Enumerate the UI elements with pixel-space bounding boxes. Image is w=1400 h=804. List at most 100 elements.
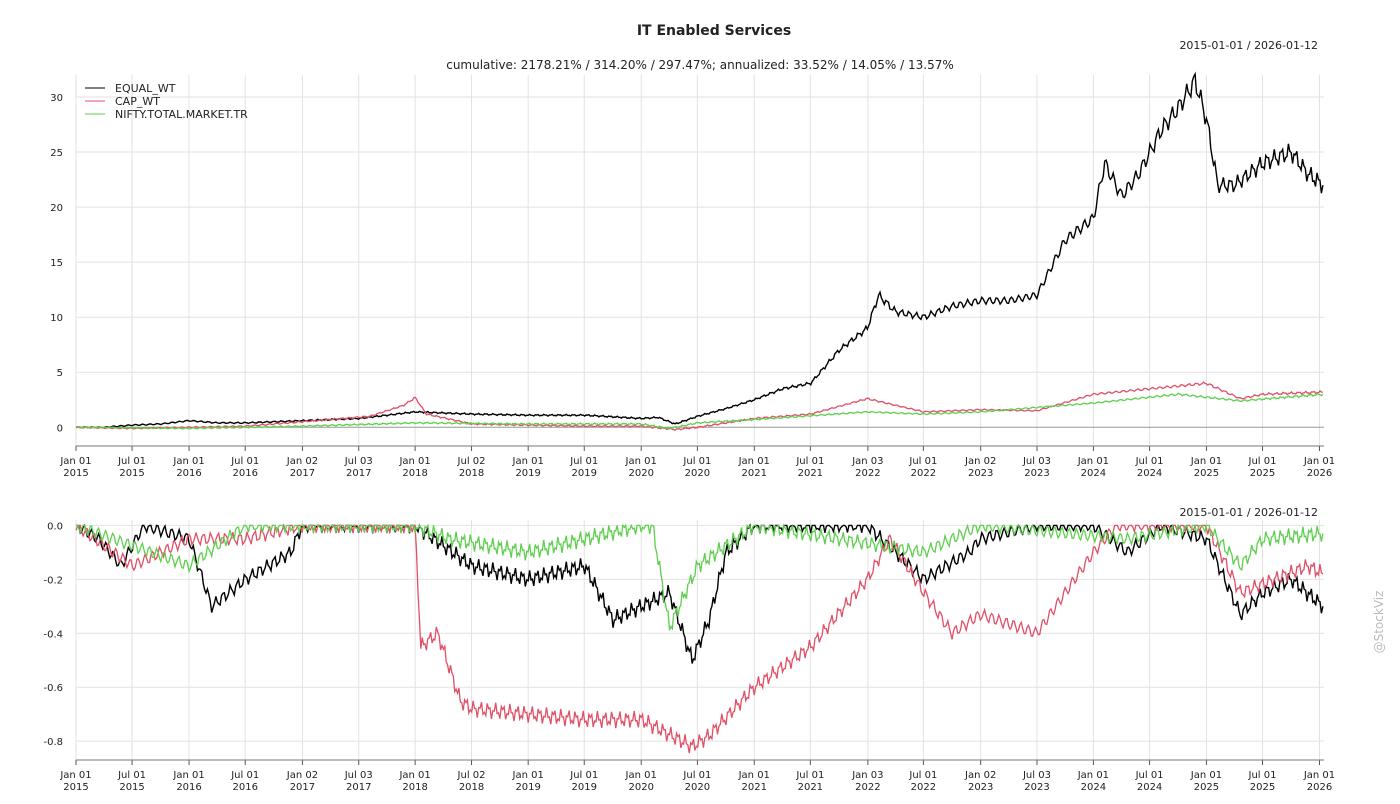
x-tick-year: 2015 [63,782,88,793]
x-tick-label: Jan 01 [398,770,430,781]
y-tick-label: 10 [50,313,63,324]
x-tick-label: Jan 01 [1077,770,1109,781]
x-tick-label: Jul 03 [344,770,373,781]
legend-label: NIFTY.TOTAL.MARKET.TR [115,108,248,121]
legend-label: CAP_WT [115,95,160,108]
series-line-cap-wt [75,523,1324,754]
x-tick-label: Jan 02 [286,770,318,781]
x-tick-label: Jan 01 [1190,770,1222,781]
x-tick-label: Jul 02 [457,456,486,467]
x-tick-year: 2016 [176,468,201,479]
x-tick-year: 2020 [685,468,710,479]
x-tick-label: Jul 01 [117,456,146,467]
series-line-nifty-total-market-tr [76,523,1324,631]
chart-subtitle: cumulative: 2178.21% / 314.20% / 297.47%… [446,58,954,72]
x-tick-label: Jan 02 [286,456,318,467]
x-tick-year: 2023 [968,468,993,479]
x-tick-label: Jan 03 [851,770,883,781]
x-tick-label: Jan 01 [172,456,204,467]
y-tick-label: 25 [50,148,63,159]
y-tick-label: -0.2 [43,575,63,586]
y-tick-label: -0.8 [43,737,63,748]
x-tick-year: 2018 [402,468,427,479]
x-tick-label: Jan 01 [1303,456,1335,467]
x-tick-year: 2026 [1307,468,1332,479]
x-tick-year: 2016 [176,782,201,793]
x-tick-label: Jul 01 [795,770,824,781]
x-tick-label: Jul 02 [457,770,486,781]
x-tick-label: Jul 01 [569,770,598,781]
x-tick-year: 2023 [968,782,993,793]
x-tick-label: Jul 01 [117,770,146,781]
x-tick-label: Jul 01 [908,770,937,781]
x-tick-year: 2017 [346,782,371,793]
x-tick-year: 2022 [855,782,880,793]
x-tick-label: Jan 01 [59,456,91,467]
x-tick-label: Jul 01 [1135,770,1164,781]
x-tick-year: 2021 [798,782,823,793]
y-tick-label: 30 [50,93,63,104]
x-tick-label: Jan 01 [625,456,657,467]
x-tick-year: 2017 [346,468,371,479]
y-tick-label: 0 [57,423,63,434]
top-date-range: 2015-01-01 / 2026-01-12 [1179,39,1318,52]
bottom-date-range: 2015-01-01 / 2026-01-12 [1179,506,1318,519]
y-tick-label: 20 [50,203,63,214]
x-tick-year: 2018 [459,782,484,793]
x-tick-year: 2019 [515,468,540,479]
x-tick-year: 2015 [63,468,88,479]
x-tick-label: Jan 01 [1190,456,1222,467]
series-line-equal-wt [76,523,1324,664]
x-tick-label: Jan 01 [398,456,430,467]
x-tick-label: Jan 01 [512,770,544,781]
x-tick-year: 2024 [1081,468,1106,479]
x-tick-label: Jul 01 [795,456,824,467]
x-tick-year: 2016 [232,782,257,793]
watermark: @StockViz [1372,591,1386,654]
x-tick-year: 2022 [911,782,936,793]
x-tick-year: 2020 [628,782,653,793]
series-line-equal-wt [75,71,1324,429]
x-tick-label: Jul 03 [1022,456,1051,467]
chart-title: IT Enabled Services [637,23,791,39]
x-tick-year: 2018 [459,468,484,479]
x-tick-label: Jan 01 [738,770,770,781]
x-tick-label: Jan 01 [512,456,544,467]
y-tick-label: 0.0 [47,521,63,532]
x-tick-label: Jul 01 [1248,456,1277,467]
x-tick-label: Jul 01 [908,456,937,467]
y-tick-label: 5 [57,368,63,379]
x-tick-label: Jan 01 [1077,456,1109,467]
x-tick-year: 2017 [290,468,315,479]
x-tick-year: 2019 [572,468,597,479]
x-tick-year: 2015 [119,468,144,479]
x-tick-label: Jul 01 [682,456,711,467]
x-tick-label: Jul 01 [1135,456,1164,467]
x-tick-year: 2024 [1137,468,1162,479]
y-tick-label: -0.6 [43,683,63,694]
x-tick-label: Jan 01 [59,770,91,781]
x-tick-year: 2021 [798,468,823,479]
x-tick-label: Jan 01 [1303,770,1335,781]
x-tick-label: Jul 01 [230,770,259,781]
x-tick-label: Jul 01 [230,456,259,467]
x-tick-label: Jul 01 [682,770,711,781]
legend-label: EQUAL_WT [115,82,176,95]
x-tick-year: 2020 [628,468,653,479]
series-line-nifty-total-market-tr [75,392,1324,430]
x-tick-year: 2022 [855,468,880,479]
x-tick-label: Jul 03 [1022,770,1051,781]
x-tick-label: Jan 01 [172,770,204,781]
x-tick-year: 2017 [290,782,315,793]
x-tick-year: 2019 [515,782,540,793]
x-tick-year: 2021 [742,782,767,793]
x-tick-label: Jan 03 [851,456,883,467]
x-tick-label: Jul 01 [1248,770,1277,781]
x-tick-year: 2019 [572,782,597,793]
x-tick-label: Jul 01 [569,456,598,467]
x-tick-label: Jan 02 [964,770,996,781]
x-tick-year: 2025 [1250,782,1275,793]
